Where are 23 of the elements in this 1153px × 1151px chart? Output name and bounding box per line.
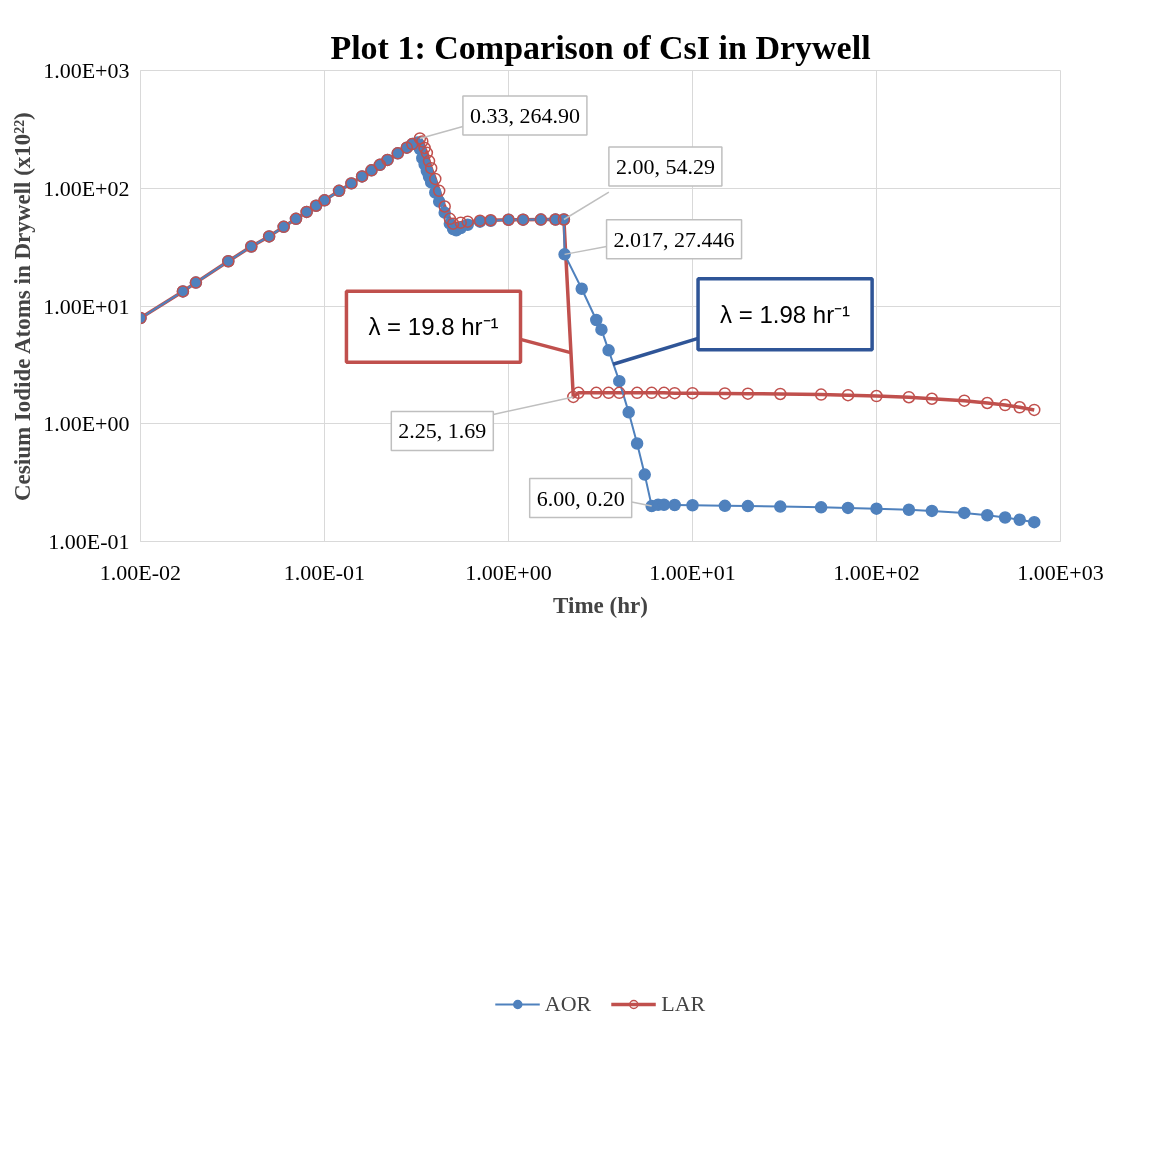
annotation: 2.25, 1.69 (398, 418, 487, 444)
annotation: 2.017, 27.446 (613, 226, 735, 252)
x-tick-label: 1.00E-01 (283, 559, 366, 585)
annotation: λ = 1.98 hr⁻¹ (720, 300, 851, 328)
y-axis-title: Cesium Iodide Atoms in Drywell (x10²²) (10, 112, 36, 502)
annotation: λ = 19.8 hr⁻¹ (368, 313, 499, 341)
x-tick-label: 1.00E+01 (649, 559, 736, 585)
legend-label: LAR (661, 990, 706, 1017)
x-axis-title: Time (hr) (553, 592, 648, 618)
x-tick-label: 1.00E+03 (1017, 559, 1104, 585)
y-tick-label: 1.00E+01 (43, 293, 130, 319)
x-tick-label: 1.00E-02 (99, 559, 182, 585)
x-tick-label: 1.00E+02 (833, 559, 920, 585)
chart-title: Plot 1: Comparison of CsI in Drywell (330, 28, 871, 66)
annotation: 6.00, 0.20 (536, 485, 625, 511)
y-tick-label: 1.00E-01 (48, 529, 130, 554)
annotation: 0.33, 264.90 (469, 102, 580, 128)
annotation: 2.00, 54.29 (615, 153, 715, 179)
y-tick-label: 1.00E+00 (43, 411, 130, 437)
y-tick-label: 1.00E+03 (43, 58, 130, 83)
x-tick-label: 1.00E+00 (465, 559, 552, 585)
legend-label: AOR (544, 990, 592, 1017)
y-tick-label: 1.00E+02 (43, 175, 130, 201)
